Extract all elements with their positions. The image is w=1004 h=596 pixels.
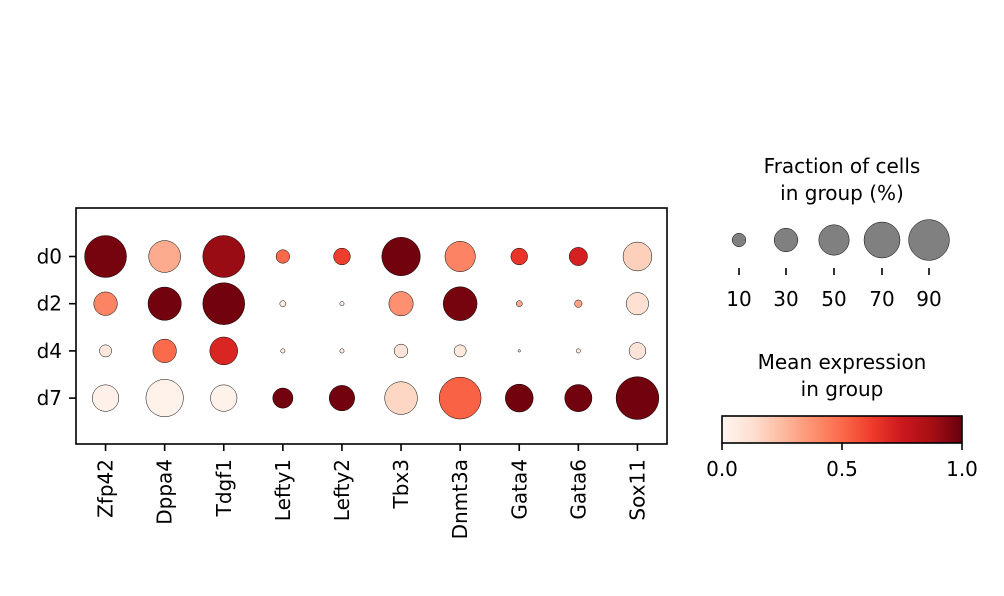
dot-d7-Tdgf1: [210, 384, 238, 412]
y-tick-label-d7: d7: [37, 386, 62, 410]
dot-d2-Gata6: [574, 299, 583, 308]
dot-d7-Gata4: [505, 383, 534, 413]
size-legend-label-50: 50: [821, 287, 846, 311]
dot-d4-Lefty1: [280, 348, 286, 354]
size-legend-title-line2: in group (%): [780, 181, 904, 205]
dot-d4-Sox11: [628, 342, 647, 360]
dot-d7-Lefty2: [328, 385, 355, 412]
dot-d2-Gata4: [515, 300, 523, 307]
color-legend-title-line1: Mean expression: [758, 350, 927, 374]
x-tick-label-Dnmt3a: Dnmt3a: [448, 459, 472, 539]
dot-d0-Lefty2: [333, 247, 351, 266]
dot-d0-Dnmt3a: [444, 241, 476, 272]
colorbar: [721, 415, 963, 444]
dot-d2-Dppa4: [147, 286, 182, 321]
dot-d2-Lefty2: [339, 301, 345, 307]
dot-d2-Dnmt3a: [442, 286, 478, 321]
x-tick-label-Zfp42: Zfp42: [94, 459, 118, 518]
dot-d7-Dppa4: [145, 379, 184, 418]
dot-d0-Tbx3: [381, 237, 421, 276]
y-tick-label-d4: d4: [37, 339, 62, 363]
colorbar-tick-label: 1.0: [946, 457, 978, 481]
dot-d7-Lefty1: [272, 387, 294, 409]
x-tick-label-Lefty2: Lefty2: [330, 459, 354, 521]
dot-d4-Zfp42: [99, 344, 112, 358]
dot-d0-Dppa4: [148, 240, 181, 273]
y-tick-label-d0: d0: [37, 245, 62, 269]
y-tick-label-d2: d2: [37, 292, 62, 316]
x-tick-label-Gata4: Gata4: [507, 459, 531, 520]
dot-d7-Dnmt3a: [438, 376, 482, 420]
colorbar-tick-label: 0.5: [826, 457, 858, 481]
dot-d7-Tbx3: [384, 381, 418, 415]
x-tick-label-Lefty1: Lefty1: [271, 459, 295, 521]
size-legend-dot-10: [731, 232, 747, 248]
dot-d2-Tbx3: [388, 291, 414, 317]
dot-d4-Gata4: [517, 349, 521, 353]
dot-d2-Sox11: [626, 292, 649, 316]
dot-d0-Sox11: [622, 241, 653, 272]
x-tick-label-Tbx3: Tbx3: [389, 459, 413, 509]
plot-frame: [75, 207, 668, 445]
size-legend-title-line1: Fraction of cells: [764, 154, 921, 178]
size-legend-dot-70: [863, 221, 901, 259]
size-legend-label-70: 70: [869, 287, 894, 311]
x-tick-label-Dppa4: Dppa4: [153, 459, 177, 525]
dot-d2-Tdgf1: [202, 282, 245, 325]
dot-d4-Dnmt3a: [453, 344, 467, 358]
dot-d0-Gata6: [568, 247, 588, 266]
size-legend-dot-90: [908, 219, 950, 261]
colorbar-tick-label: 0.0: [706, 457, 738, 481]
x-tick-label-Gata6: Gata6: [566, 459, 590, 520]
size-legend-dot-30: [773, 227, 799, 253]
x-tick-label-Tdgf1: Tdgf1: [212, 459, 236, 517]
x-tick-label-Sox11: Sox11: [625, 459, 649, 521]
dot-d2-Lefty1: [279, 300, 287, 307]
dot-d0-Zfp42: [84, 235, 127, 278]
dot-d4-Tdgf1: [209, 336, 238, 366]
dot-d0-Tdgf1: [202, 235, 245, 278]
dot-d4-Dppa4: [152, 338, 177, 363]
size-legend-label-10: 10: [726, 287, 751, 311]
dot-d4-Tbx3: [394, 343, 409, 358]
dot-d2-Zfp42: [93, 291, 118, 316]
size-legend-label-30: 30: [773, 287, 798, 311]
dot-d7-Sox11: [615, 376, 660, 420]
dot-d0-Gata4: [510, 247, 528, 266]
dot-d4-Gata6: [575, 348, 581, 354]
size-legend-label-90: 90: [916, 287, 941, 311]
size-legend-dot-50: [818, 224, 850, 256]
dot-d7-Gata6: [564, 384, 593, 412]
dot-d4-Lefty2: [339, 348, 345, 354]
dot-d7-Zfp42: [92, 384, 120, 412]
dot-d0-Lefty1: [275, 249, 290, 264]
color-legend-title-line2: in group: [801, 377, 884, 401]
